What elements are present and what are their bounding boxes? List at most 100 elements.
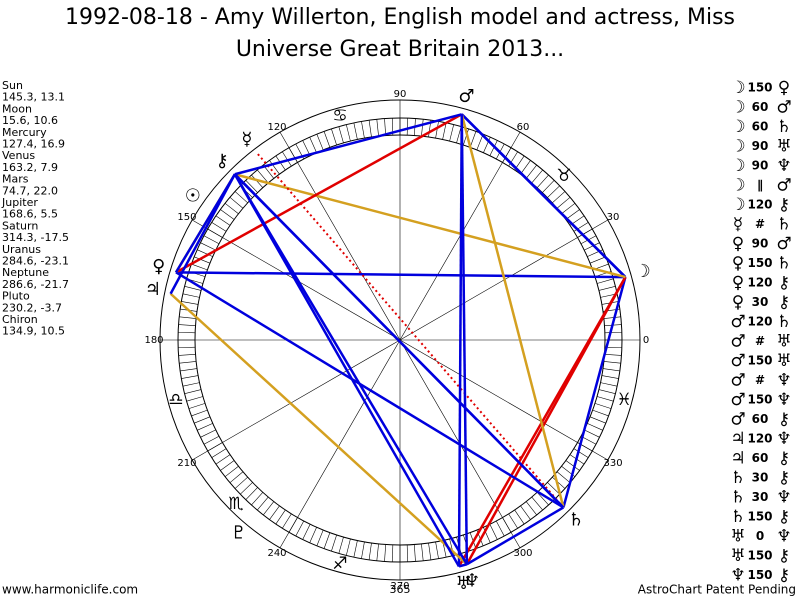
ring-tick: [508, 513, 518, 529]
planet-name: Chiron: [2, 313, 38, 326]
ring-tick: [376, 119, 379, 137]
aspect-line: [466, 506, 565, 566]
aspect-planet: ♅: [730, 527, 745, 547]
ring-tick: [203, 435, 220, 445]
ring-tick: [203, 235, 220, 245]
ring-tick: [435, 121, 439, 139]
aspect-type: 120: [747, 315, 772, 329]
aspect-line: [175, 113, 463, 274]
aspect-line: [233, 173, 461, 568]
aspect-planet: ♃: [730, 449, 745, 469]
ring-tick: [178, 324, 196, 326]
ring-tick: [531, 169, 543, 184]
ring-tick: [414, 544, 416, 562]
planet-glyph: ♀: [152, 256, 165, 277]
ring-tick: [483, 137, 491, 153]
ring-tick: [463, 128, 469, 146]
ring-tick: [191, 263, 208, 271]
ring-tick: [346, 538, 351, 556]
aspect-line: [460, 113, 565, 508]
aspect-planet: ♀: [732, 273, 744, 293]
aspect-line: [460, 113, 627, 278]
aspect-planet: ♀: [732, 293, 744, 313]
ring-tick: [469, 131, 477, 148]
aspect-planet: ♄: [776, 254, 791, 274]
ring-tick: [604, 354, 622, 356]
ring-tick: [197, 249, 213, 257]
degree-label: 300: [513, 548, 532, 559]
ring-tick: [600, 382, 618, 387]
ring-tick: [552, 476, 566, 489]
ring-tick: [556, 471, 571, 483]
degree-line: [192, 339, 401, 461]
degree-label: 120: [267, 122, 286, 133]
ring-tick: [596, 396, 614, 402]
ring-tick: [197, 423, 213, 431]
aspect-type: 150: [747, 549, 772, 563]
patent-note: AstroChart Patent Pending: [638, 583, 796, 597]
degree-label: 210: [177, 458, 196, 469]
ring-tick: [215, 215, 231, 226]
planet-coords: 163.2, 7.9: [2, 161, 58, 174]
ring-tick: [428, 542, 432, 560]
ring-tick: [263, 501, 275, 516]
aspect-planet: ⚷: [778, 195, 790, 215]
ring-tick: [191, 409, 208, 417]
planet-glyph: ☿: [241, 129, 252, 150]
ring-tick: [589, 416, 606, 424]
sign-glyph: ♐: [332, 554, 347, 574]
aspect-type: 150: [747, 256, 772, 270]
ring-tick: [229, 197, 244, 209]
aspect-type: 120: [747, 432, 772, 446]
ring-tick: [561, 203, 576, 215]
ring-tick: [406, 118, 409, 136]
ring-tick: [596, 278, 614, 284]
ring-tick: [251, 492, 264, 506]
aspect-planet: ♅: [776, 351, 791, 371]
aspect-planet: ♂: [776, 234, 791, 254]
ring-tick: [178, 331, 196, 334]
ring-tick: [361, 541, 365, 559]
aspect-line: [457, 114, 463, 567]
planet-name: Venus: [2, 149, 35, 162]
planet-name: Saturn: [2, 219, 38, 232]
ring-tick: [442, 122, 447, 140]
ring-tick: [514, 509, 525, 525]
ring-tick: [194, 416, 211, 424]
aspect-type: #: [755, 334, 765, 348]
planet-coords: 230.2, -3.7: [2, 301, 62, 314]
ring-tick: [435, 541, 439, 559]
ring-tick: [592, 409, 609, 417]
aspect-line: [460, 114, 469, 565]
ring-tick: [603, 316, 621, 319]
aspect-line: [234, 113, 463, 176]
aspect-planet: ♂: [776, 98, 791, 118]
planet-coords: 168.6, 5.5: [2, 208, 58, 221]
aspect-planet: ♂: [776, 176, 791, 196]
aspect-planet: ♄: [730, 488, 745, 508]
site-link: www.harmoniclife.com: [2, 583, 138, 597]
aspect-planet: ♄: [776, 117, 791, 137]
aspect-planet: ⚷: [778, 449, 790, 469]
aspect-planet: ♂: [730, 312, 745, 332]
planet-name: Sun: [2, 79, 23, 92]
ring-tick: [542, 180, 555, 193]
planet-glyph: ♇: [231, 523, 247, 544]
aspect-planet: ♆: [776, 390, 791, 410]
aspect-planet: ☽: [730, 195, 745, 215]
ring-tick: [182, 293, 200, 298]
aspect-planet: ♄: [730, 468, 745, 488]
aspect-planet: ☽: [730, 98, 745, 118]
ring-tick: [178, 346, 196, 349]
planet-name: Uranus: [2, 243, 41, 256]
planet-name: Neptune: [2, 266, 49, 279]
aspect-line: [175, 271, 565, 509]
ring-tick: [180, 368, 198, 372]
aspect-line: [233, 173, 468, 565]
ring-tick: [338, 126, 344, 144]
degree-label: 270: [390, 581, 409, 592]
sign-glyph: ♎: [168, 390, 183, 410]
aspect-planet: ⚷: [778, 566, 790, 586]
